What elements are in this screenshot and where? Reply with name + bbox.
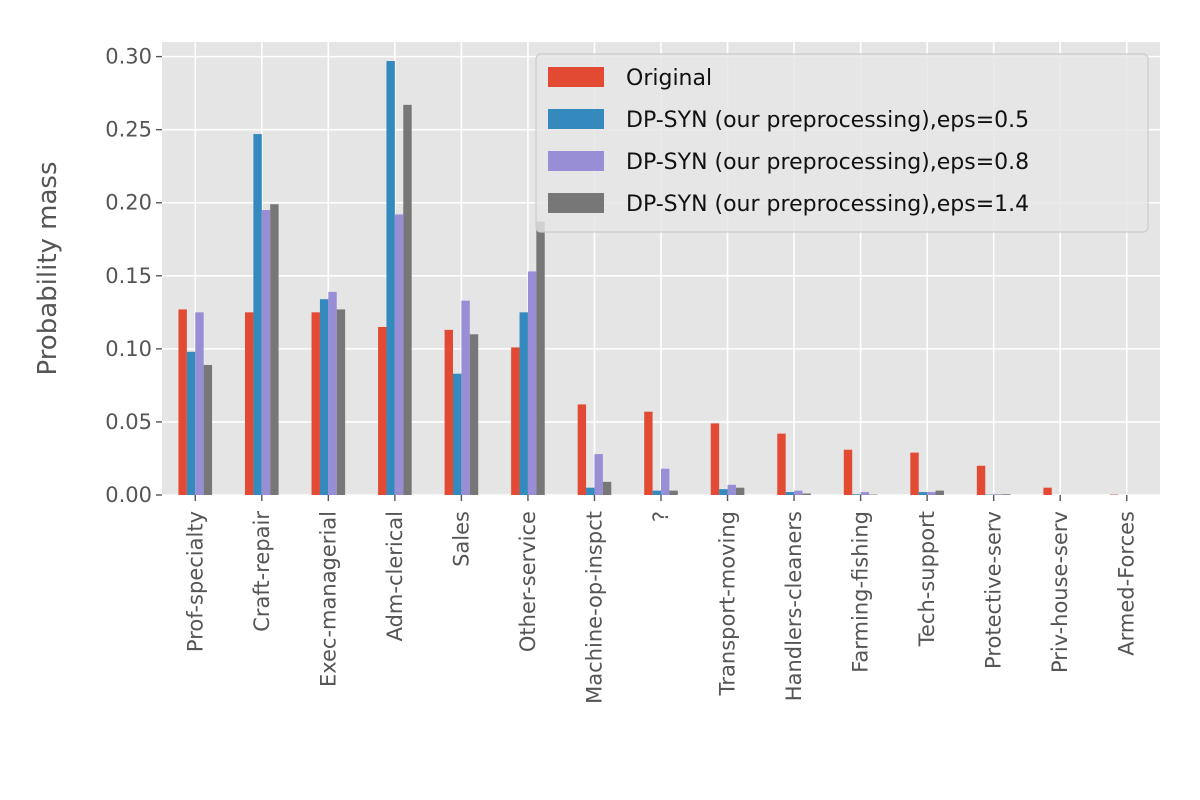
y-tick-label: 0.25 <box>105 118 152 142</box>
bar <box>594 454 603 495</box>
y-tick-label: 0.30 <box>105 45 152 69</box>
bar <box>527 271 537 495</box>
legend: Original DP-SYN (our preprocessing),eps=0… <box>535 53 1149 233</box>
y-tick-label: 0.05 <box>105 410 152 434</box>
bar <box>661 468 670 495</box>
bar <box>852 494 861 495</box>
legend-swatch <box>548 67 604 87</box>
bar <box>461 300 470 495</box>
y-tick-label: 0.10 <box>105 337 152 361</box>
bar <box>843 449 853 495</box>
bar <box>453 373 462 495</box>
y-axis-ticks: 0.00 0.05 0.10 0.15 0.20 0.25 0.30 <box>105 45 162 507</box>
bar <box>319 299 329 495</box>
bar <box>935 490 944 495</box>
x-tick-label: Craft-repair <box>250 511 274 632</box>
x-tick-label: Machine-op-inspct <box>582 511 606 704</box>
legend-swatch <box>548 151 604 171</box>
bar <box>794 490 803 495</box>
bar <box>669 490 678 495</box>
legend-swatch <box>548 109 604 129</box>
bar <box>203 364 213 495</box>
bar <box>270 204 279 495</box>
bar <box>777 433 786 495</box>
bar <box>311 312 320 495</box>
x-tick-label: Prof-specialty <box>183 511 207 652</box>
bar <box>378 326 387 495</box>
x-tick-label: Armed-Forces <box>1115 511 1139 656</box>
x-tick-label: Tech-support <box>915 511 939 647</box>
x-tick-label: Protective-serv <box>982 511 1006 669</box>
bar <box>403 104 412 496</box>
bar <box>261 210 271 495</box>
bar <box>976 465 986 495</box>
bar <box>727 484 736 495</box>
x-tick-label: Sales <box>449 511 473 567</box>
bar <box>336 309 346 495</box>
bar <box>444 329 453 495</box>
bar <box>519 312 528 495</box>
y-tick-label: 0.00 <box>105 483 152 507</box>
bar <box>386 60 395 496</box>
bar <box>245 312 254 495</box>
x-tick-label: Farming-fishing <box>849 511 873 673</box>
x-tick-label: Handlers-cleaners <box>782 511 806 701</box>
bar <box>918 492 928 495</box>
bar <box>586 487 595 495</box>
bar <box>735 487 745 495</box>
bar <box>719 489 728 495</box>
bar <box>710 423 720 495</box>
bar <box>577 404 587 495</box>
bar <box>186 351 196 495</box>
legend-swatch <box>548 193 604 213</box>
bar <box>469 334 479 495</box>
x-tick-label: Priv-house-serv <box>1048 511 1072 673</box>
bar <box>652 490 661 495</box>
y-axis-label: Probability mass <box>33 161 63 375</box>
bar <box>511 347 520 495</box>
bar <box>536 221 545 495</box>
bar <box>927 492 936 495</box>
bar <box>394 214 404 495</box>
legend-label: DP-SYN (our preprocessing),eps=0.8 <box>626 150 1029 175</box>
bar <box>178 309 187 495</box>
bar <box>802 493 811 495</box>
legend-frame <box>535 53 1149 233</box>
x-tick-label: Other-service <box>516 511 540 652</box>
x-tick-label: ? <box>649 511 673 522</box>
bar <box>785 492 795 495</box>
legend-label: DP-SYN (our preprocessing),eps=0.5 <box>626 108 1029 133</box>
bar <box>1043 487 1052 495</box>
legend-label: DP-SYN (our preprocessing),eps=1.4 <box>626 192 1029 217</box>
bar <box>195 312 204 495</box>
y-tick-label: 0.15 <box>105 264 152 288</box>
bar <box>993 494 1003 495</box>
x-axis-ticks: Prof-specialty Craft-repair Exec-manageria… <box>183 495 1139 704</box>
bar <box>860 492 869 495</box>
bar <box>328 291 337 495</box>
bar <box>644 411 653 495</box>
y-tick-label: 0.20 <box>105 191 152 215</box>
bar <box>253 134 262 496</box>
bar <box>602 481 612 495</box>
bars <box>178 60 1119 496</box>
x-tick-label: Transport-moving <box>716 511 740 696</box>
x-tick-label: Adm-clerical <box>383 511 407 641</box>
bar <box>1002 494 1011 495</box>
x-tick-label: Exec-managerial <box>316 511 340 687</box>
bar <box>910 452 919 495</box>
legend-label: Original <box>626 66 712 91</box>
